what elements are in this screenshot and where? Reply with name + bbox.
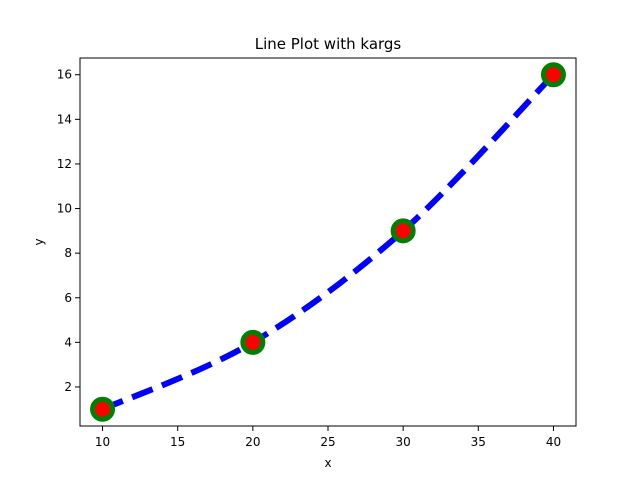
y-tick-label: 6 xyxy=(64,291,72,305)
series-line xyxy=(101,72,556,413)
x-tick-label: 20 xyxy=(245,435,260,449)
y-tick-label: 10 xyxy=(57,202,72,216)
y-tick-label: 2 xyxy=(64,380,72,394)
x-tick-label: 30 xyxy=(396,435,411,449)
x-tick-label: 10 xyxy=(95,435,110,449)
y-tick-label: 14 xyxy=(57,112,72,126)
data-point-marker xyxy=(540,62,566,88)
data-point-marker xyxy=(390,218,416,244)
y-tick-label: 4 xyxy=(64,335,72,349)
data-point-marker xyxy=(90,396,116,422)
x-tick-label: 35 xyxy=(471,435,486,449)
series-layer xyxy=(90,62,566,422)
x-tick-label: 15 xyxy=(170,435,185,449)
chart-title: Line Plot with kargs xyxy=(255,35,402,53)
x-tick-label: 25 xyxy=(320,435,335,449)
plot-area xyxy=(79,57,577,427)
x-tick-label: 40 xyxy=(546,435,561,449)
y-tick-label: 12 xyxy=(57,157,72,171)
y-tick-label: 16 xyxy=(57,68,72,82)
x-axis-ticks: 10 15 20 25 30 35 40 xyxy=(95,426,561,449)
y-axis-label: y xyxy=(32,238,46,245)
x-axis-label: x xyxy=(324,456,331,470)
y-tick-label: 8 xyxy=(64,246,72,260)
y-axis-ticks: 2 4 6 8 10 12 14 16 xyxy=(57,68,80,394)
data-point-marker xyxy=(240,329,266,355)
